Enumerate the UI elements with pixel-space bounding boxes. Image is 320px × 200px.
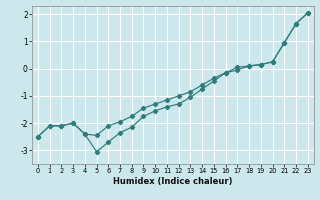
X-axis label: Humidex (Indice chaleur): Humidex (Indice chaleur) (113, 177, 233, 186)
